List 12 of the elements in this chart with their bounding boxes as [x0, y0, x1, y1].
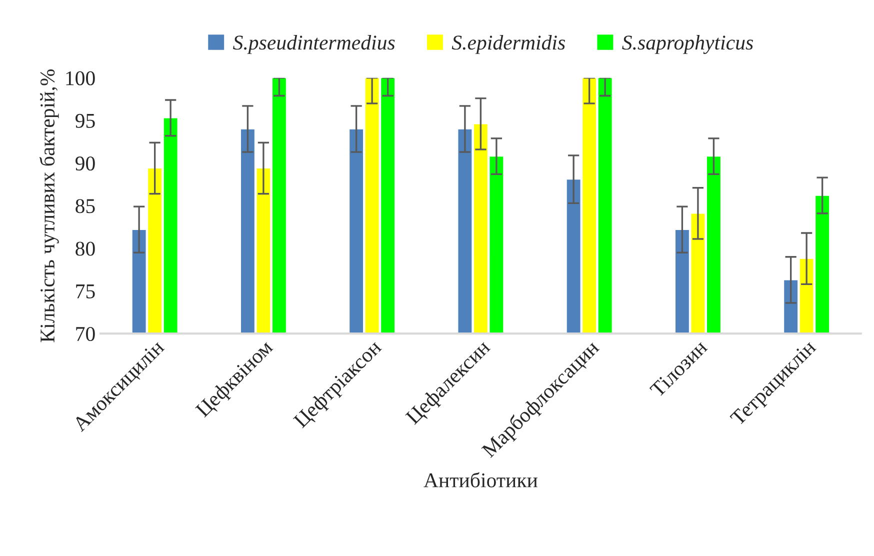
- y-tick-label: 70: [76, 326, 95, 342]
- legend-label: S.epidermidis: [452, 35, 565, 54]
- y-tick-label: 95: [75, 114, 95, 128]
- y-tick-label: 80: [76, 242, 95, 256]
- y-tick-label: 90: [75, 156, 95, 171]
- y-tick-label: 100: [66, 71, 95, 86]
- legend-label: S.saprophyticus: [622, 35, 753, 54]
- x-axis-title: Антибіотики: [424, 472, 538, 488]
- y-tick-label: 75: [76, 284, 95, 298]
- legend-label: S.pseudintermedius: [233, 35, 395, 54]
- y-axis-title: Кількість чутливих бактерій,%: [39, 69, 59, 342]
- y-tick-label: 85: [76, 199, 95, 214]
